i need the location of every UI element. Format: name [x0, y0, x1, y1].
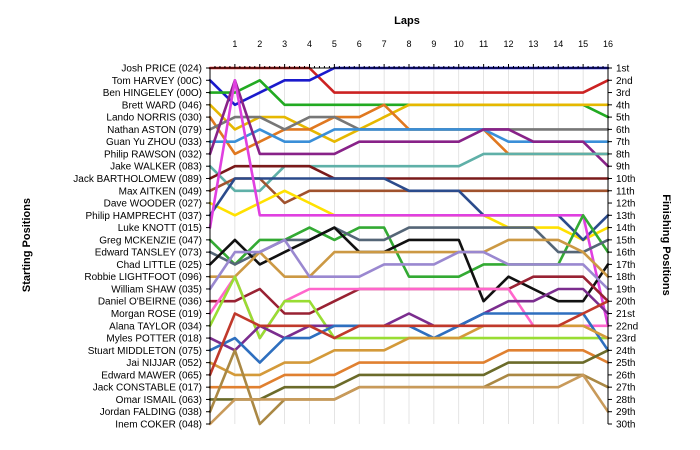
series-line-17: [208, 226, 610, 303]
x-tick-label: 11: [479, 39, 488, 49]
series-line-27: [208, 348, 610, 389]
finish-position-label: 2nd: [616, 76, 633, 87]
finish-position-label: 10th: [616, 174, 635, 185]
start-position-label: Alana TAYLOR (034): [109, 321, 202, 332]
finish-position-label: 1st: [616, 64, 630, 75]
finish-position-label: 18th: [616, 272, 635, 283]
series-line-8: [208, 79, 610, 168]
series-line-10: [208, 164, 610, 180]
x-tick-label: 15: [578, 39, 588, 49]
finish-position-label: 27th: [616, 383, 635, 394]
finish-position-label: 28th: [616, 395, 635, 406]
x-tick-label: 14: [553, 39, 563, 49]
start-position-label: Chad LITTLE (025): [116, 260, 202, 271]
start-position-label: Edward TANSLEY (073): [95, 248, 202, 259]
series-line-23: [208, 287, 610, 352]
start-position-label: Philip HAMPRECHT (037): [85, 211, 202, 222]
start-position-label: Myles POTTER (018): [106, 334, 202, 345]
finish-position-label: 16th: [616, 248, 635, 259]
start-position-label: Inem COKER (048): [115, 420, 202, 431]
finish-position-label: 25th: [616, 358, 635, 369]
start-position-label: Edward MAWER (065): [101, 370, 202, 381]
start-position-label: Nathan ASTON (079): [107, 125, 202, 136]
finish-position-label: 30th: [616, 420, 635, 431]
x-tick-label: 8: [406, 39, 411, 49]
series-line-30: [208, 373, 610, 426]
series-line-19: [208, 238, 610, 291]
left-axis-label: Starting Positions: [21, 198, 33, 292]
x-tick-label: 13: [528, 39, 538, 49]
start-position-label: Stuart MIDDLETON (075): [88, 346, 202, 357]
start-position-label: Philip RAWSON (032): [104, 149, 202, 160]
start-position-label: Lando NORRIS (030): [106, 113, 202, 124]
start-position-label: William SHAW (035): [111, 284, 202, 295]
x-tick-label: 6: [357, 39, 362, 49]
start-position-label: Jordan FALDING (038): [100, 407, 202, 418]
finish-position-label: 23rd: [616, 334, 636, 345]
start-position-label: Jake WALKER (083): [110, 162, 202, 173]
finish-position-label: 8th: [616, 149, 630, 160]
x-tick-label: 12: [503, 39, 513, 49]
start-position-label: Guan Yu ZHOU (033): [106, 137, 202, 148]
series-line-14: [208, 79, 610, 328]
finish-position-label: 7th: [616, 137, 630, 148]
finish-position-label: 24th: [616, 346, 635, 357]
x-tick-label: 4: [307, 39, 312, 49]
finish-position-label: 20th: [616, 297, 635, 308]
start-position-label: Dave WOODER (027): [104, 199, 202, 210]
finish-position-label: 13th: [616, 211, 635, 222]
start-position-label: Morgan ROSE (019): [111, 309, 202, 320]
x-tick-label: 7: [382, 39, 387, 49]
axes: [206, 64, 612, 425]
series-line-26: [208, 299, 610, 377]
chart-title: Laps: [394, 15, 420, 27]
start-position-label: Jack CONSTABLE (017): [93, 383, 202, 394]
series-line-18: [208, 238, 610, 279]
start-position-label: Brett WARD (046): [122, 100, 202, 111]
start-position-label: Josh PRICE (024): [121, 64, 202, 75]
x-tick-label: 5: [332, 39, 337, 49]
series-line-28: [208, 348, 610, 401]
finish-position-label: 21st: [616, 309, 635, 320]
finish-position-label: 3rd: [616, 88, 630, 99]
start-position-label: Ben HINGELEY (00O): [103, 88, 202, 99]
start-position-label: Tom HARVEY (00C): [112, 76, 202, 87]
finish-position-label: 14th: [616, 223, 635, 234]
finish-position-label: 19th: [616, 284, 635, 295]
finish-position-label: 5th: [616, 113, 630, 124]
start-position-label: Omar ISMAIL (063): [116, 395, 202, 406]
start-position-label: Jack BARTHOLOMEW (089): [73, 174, 202, 185]
start-position-label: Robbie LIGHTFOOT (096): [84, 272, 202, 283]
start-position-label: Luke KNOTT (015): [118, 223, 202, 234]
x-tick-label: 1: [232, 39, 237, 49]
grid: [234, 68, 609, 424]
finish-position-label: 29th: [616, 407, 635, 418]
x-tick-label: 9: [431, 39, 436, 49]
finish-position-label: 26th: [616, 370, 635, 381]
x-tick-label: 2: [257, 39, 262, 49]
finish-position-label: 11th: [616, 186, 635, 197]
finish-position-label: 4th: [616, 100, 630, 111]
finish-position-label: 17th: [616, 260, 635, 271]
series-line-9: [208, 152, 610, 193]
start-position-label: Greg MCKENZIE (047): [99, 235, 202, 246]
start-position-label: Max AITKEN (049): [119, 186, 202, 197]
x-tick-label: 10: [454, 39, 464, 49]
finish-position-label: 12th: [616, 199, 635, 210]
x-tick-label: 3: [282, 39, 287, 49]
x-tick-label: 16: [603, 39, 613, 49]
right-axis-label: Finishing Positions: [660, 194, 672, 295]
start-position-label: Jai NIJJAR (052): [126, 358, 202, 369]
start-position-label: Daniel O'BEIRNE (036): [98, 297, 202, 308]
finish-position-label: 9th: [616, 162, 630, 173]
finish-position-label: 6th: [616, 125, 630, 136]
finish-position-label: 15th: [616, 235, 635, 246]
series-line-4: [208, 103, 610, 143]
finish-position-label: 22nd: [616, 321, 638, 332]
